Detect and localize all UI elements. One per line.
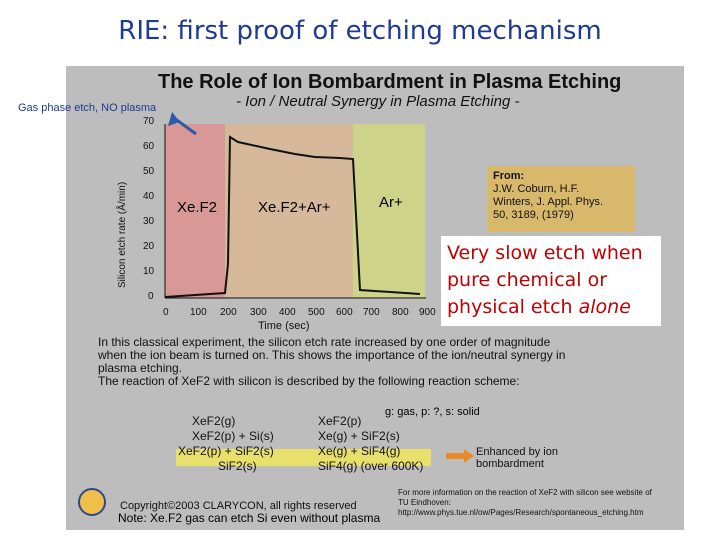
equation: Xe(g) + SiF2(s) xyxy=(318,429,400,443)
arrow-right-icon xyxy=(446,449,474,463)
xef2-label: Xe.F2 xyxy=(177,199,218,216)
gas-phase-label: Gas phase etch, NO plasma xyxy=(18,102,157,114)
figure-subheading: - Ion / Neutral Synergy in Plasma Etchin… xyxy=(236,93,520,110)
note-italic: alone xyxy=(578,296,631,318)
from-citation: From: J.W. Coburn, H.F. Winters, J. Appl… xyxy=(487,166,635,232)
figure-heading: The Role of Ion Bombardment in Plasma Et… xyxy=(158,71,622,93)
x-tick: 100 xyxy=(190,307,207,318)
x-tick: 400 xyxy=(279,307,296,318)
y-axis-label: Silicon etch rate (Å/min) xyxy=(117,181,128,288)
equation: Xe(g) + SiF4(g) xyxy=(318,444,401,458)
equation: XeF2(g) xyxy=(192,414,236,428)
equation: XeF2(p) + Si(s) xyxy=(192,429,274,443)
y-tick: 70 xyxy=(143,116,155,127)
y-tick: 20 xyxy=(143,241,155,252)
enhanced-note: Enhanced by ion bombardment xyxy=(476,446,558,470)
y-tick: 40 xyxy=(143,191,155,202)
footer-line: TU Eindhoven: xyxy=(398,498,451,507)
copyright-text: Copyright©2003 CLARYCON, all rights rese… xyxy=(120,500,357,512)
slide-title: RIE: first proof of etching mechanism xyxy=(118,16,602,46)
para-line: plasma etching. xyxy=(98,361,183,375)
from-line: 50, 3189, (1979) xyxy=(493,209,574,221)
from-line: Winters, J. Appl. Phys. xyxy=(493,196,604,208)
note-line-last: physical etch alone xyxy=(447,294,655,321)
equation: XeF2(p) + SiF2(s) xyxy=(178,444,274,458)
bottom-note: Note: Xe.F2 gas can etch Si even without… xyxy=(118,511,381,525)
footer-reference: For more information on the reaction of … xyxy=(398,488,678,518)
y-tick: 10 xyxy=(143,266,155,277)
note-box: Very slow etch when pure chemical or phy… xyxy=(441,236,661,326)
y-tick: 50 xyxy=(143,166,155,177)
x-tick: 500 xyxy=(308,307,325,318)
x-tick: 200 xyxy=(220,307,237,318)
xef2-ar-label: Xe.F2+Ar+ xyxy=(258,199,331,216)
from-line: J.W. Coburn, H.F. xyxy=(493,183,580,195)
y-tick: 0 xyxy=(148,291,154,302)
x-tick: 900 xyxy=(419,307,436,318)
equations-right: XeF2(p) Xe(g) + SiF2(s) Xe(g) + SiF4(g) … xyxy=(318,414,423,474)
clarycon-logo-icon xyxy=(78,488,106,516)
equation: SiF2(s) xyxy=(218,459,257,473)
enhanced-highlight xyxy=(176,449,431,466)
footer-line: For more information on the reaction of … xyxy=(398,488,652,497)
para-line: when the ion beam is turned on. This sho… xyxy=(98,348,566,362)
x-tick: 700 xyxy=(363,307,380,318)
equation: SiF4(g) (over 600K) xyxy=(318,459,424,473)
legend-text: g: gas, p: ?, s: solid xyxy=(385,406,480,418)
x-axis-label: Time (sec) xyxy=(258,320,310,332)
y-tick: 30 xyxy=(143,216,155,227)
ar-region xyxy=(353,124,425,298)
enhanced-line: bombardment xyxy=(476,458,544,470)
y-tick: 60 xyxy=(143,141,155,152)
etch-rate-plot xyxy=(164,112,426,299)
footer-line: http://www.phys.tue.nl/ow/Pages/Research… xyxy=(398,508,644,517)
slide-number: 26 xyxy=(664,510,676,521)
note-line: Very slow etch when xyxy=(447,242,643,264)
para-line: The reaction of XeF2 with silicon is des… xyxy=(98,374,520,388)
enhanced-line: Enhanced by ion xyxy=(476,446,558,458)
ar-label: Ar+ xyxy=(379,194,403,211)
from-line: From: xyxy=(493,170,525,182)
x-tick: 600 xyxy=(336,307,353,318)
note-plain: physical etch xyxy=(447,296,579,318)
x-tick: 800 xyxy=(392,307,409,318)
description-paragraph: In this classical experiment, the silico… xyxy=(98,336,618,388)
equations-left: XeF2(g) XeF2(p) + Si(s) XeF2(p) + SiF2(s… xyxy=(170,414,274,474)
equation: XeF2(p) xyxy=(318,414,362,428)
para-line: In this classical experiment, the silico… xyxy=(98,335,551,349)
x-tick: 0 xyxy=(163,307,169,318)
note-line: pure chemical or xyxy=(447,269,608,291)
xef2-region xyxy=(165,124,225,298)
x-tick: 300 xyxy=(250,307,267,318)
